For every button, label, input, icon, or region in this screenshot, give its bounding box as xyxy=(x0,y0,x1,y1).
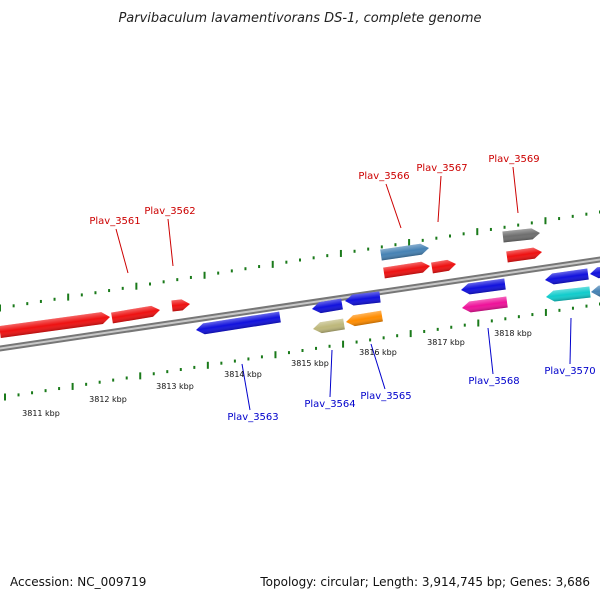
gene-track[interactable] xyxy=(0,228,600,338)
label-leader-line xyxy=(167,218,174,267)
genome-title: Parvibaculum lavamentivorans DS-1, compl… xyxy=(118,11,481,26)
gene-label-plav-3568[interactable]: Plav_3568 xyxy=(468,376,519,387)
genome-backbone xyxy=(0,256,600,352)
gene-label-plav-3566[interactable]: Plav_3566 xyxy=(358,171,409,182)
gene-label-plav-3564[interactable]: Plav_3564 xyxy=(304,399,355,410)
gene-arrow-17[interactable] xyxy=(589,265,600,280)
gene-arrow-3[interactable] xyxy=(171,299,191,312)
gene-arrow-18[interactable] xyxy=(545,286,591,303)
gene-arrow-9[interactable] xyxy=(380,243,430,261)
label-leader-line xyxy=(329,349,333,398)
scale-labels: 3811 kbp 3812 kbp 3813 kbp 3814 kbp 3815 kbp… xyxy=(22,329,532,418)
gene-label-plav-3570[interactable]: Plav_3570 xyxy=(544,366,595,377)
backbone-highlight xyxy=(0,258,600,350)
gene-arrow-1[interactable] xyxy=(0,311,111,338)
gene-labels: Plav_3561 Plav_3562 Plav_3566 Plav_3567 Plav… xyxy=(89,154,595,423)
gene-arrow-6[interactable] xyxy=(344,291,381,307)
scale-label: 3815 kbp xyxy=(291,359,329,368)
gene-arrow-8[interactable] xyxy=(345,310,383,328)
gene-arrow-14[interactable] xyxy=(502,228,541,243)
gene-label-plav-3569[interactable]: Plav_3569 xyxy=(488,154,539,165)
genome-summary-text: Topology: circular; Length: 3,914,745 bp… xyxy=(259,575,590,589)
gene-arrow-13[interactable] xyxy=(461,296,508,314)
label-leader-line xyxy=(385,183,402,229)
gene-arrow-10[interactable] xyxy=(383,261,431,279)
gene-label-plav-3567[interactable]: Plav_3567 xyxy=(416,163,467,174)
accession-text: Accession: NC_009719 xyxy=(10,575,146,589)
scale-label: 3814 kbp xyxy=(224,370,262,379)
gene-arrow-15[interactable] xyxy=(506,247,543,263)
gene-label-plav-3561[interactable]: Plav_3561 xyxy=(89,216,140,227)
gene-arrow-5[interactable] xyxy=(311,298,343,315)
gene-arrow-4[interactable] xyxy=(195,311,281,336)
scale-label: 3817 kbp xyxy=(427,338,465,347)
gene-label-plav-3565[interactable]: Plav_3565 xyxy=(360,391,411,402)
gene-arrow-16[interactable] xyxy=(544,268,589,286)
gene-arrow-7[interactable] xyxy=(312,318,345,335)
gene-label-plav-3563[interactable]: Plav_3563 xyxy=(227,412,278,423)
gene-label-plav-3562[interactable]: Plav_3562 xyxy=(144,206,195,217)
label-leader-line xyxy=(569,317,572,365)
gene-arrow-12[interactable] xyxy=(460,278,506,296)
scale-label: 3812 kbp xyxy=(89,395,127,404)
gene-arrow-11[interactable] xyxy=(431,259,457,274)
label-leader-line xyxy=(241,363,251,411)
label-leader-line xyxy=(487,327,494,375)
gene-arrow-2[interactable] xyxy=(111,305,161,324)
label-leader-line xyxy=(115,228,129,274)
scale-ticks xyxy=(0,210,600,401)
label-leader-line xyxy=(437,175,442,223)
scale-label: 3811 kbp xyxy=(22,409,60,418)
scale-label: 3813 kbp xyxy=(156,382,194,391)
scale-label: 3818 kbp xyxy=(494,329,532,338)
scale-label: 3816 kbp xyxy=(359,348,397,357)
label-leader-line xyxy=(512,166,519,214)
label-leader-line xyxy=(370,343,386,390)
gene-arrow-19[interactable] xyxy=(590,284,600,298)
